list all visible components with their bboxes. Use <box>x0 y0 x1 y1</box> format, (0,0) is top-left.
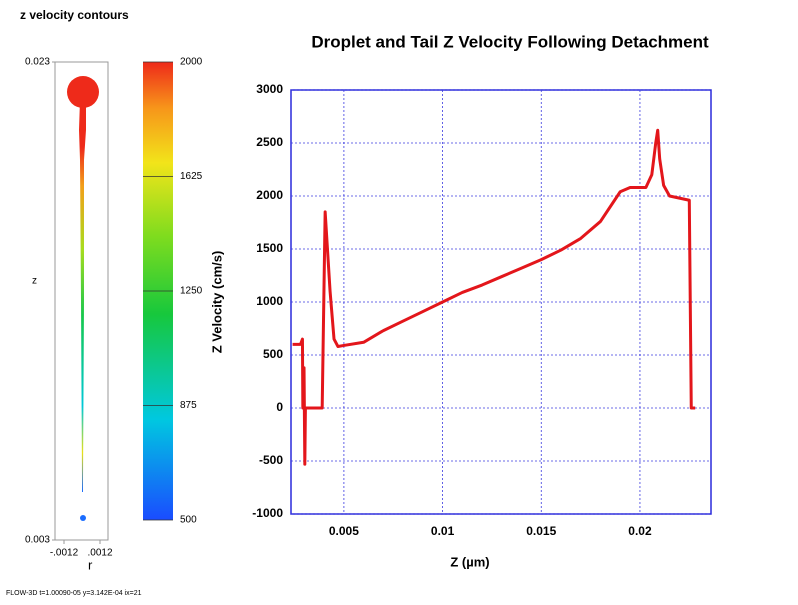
x-tick-label: 0.005 <box>329 524 359 538</box>
z-tick-label: 0.003 <box>25 535 50 546</box>
y-tick-label: 500 <box>263 347 283 361</box>
r-axis-label: r <box>88 557 93 572</box>
colorbar-tick-label: 1625 <box>180 171 203 182</box>
y-axis-label: Z Velocity (cm/s) <box>209 251 224 354</box>
droplet <box>67 76 99 108</box>
colorbar-tick-label: 2000 <box>180 57 203 68</box>
x-tick-label: 0.015 <box>526 524 556 538</box>
z-axis-label: z <box>32 276 37 287</box>
y-tick-label: 2000 <box>256 188 283 202</box>
footer: FLOW-3D t=1.00090-05 y=3.142E-04 ix=21 <box>6 590 142 597</box>
satellite <box>80 515 86 521</box>
y-tick-label: -500 <box>259 453 283 467</box>
tail <box>79 100 86 492</box>
y-tick-label: 3000 <box>256 82 283 96</box>
panel-title: z velocity contours <box>20 8 129 22</box>
x-tick-label: 0.01 <box>431 524 455 538</box>
colorbar-tick-label: 500 <box>180 515 197 526</box>
chart-title: Droplet and Tail Z Velocity Following De… <box>311 32 709 51</box>
r-tick-label: .0012 <box>87 548 112 559</box>
colorbar-tick-label: 1250 <box>180 286 203 297</box>
y-tick-label: 1500 <box>256 241 283 255</box>
z-tick-label: 0.023 <box>25 57 50 68</box>
y-tick-label: 1000 <box>256 294 283 308</box>
colorbar-tick-label: 875 <box>180 400 197 411</box>
x-tick-label: 0.02 <box>628 524 652 538</box>
domain-frame <box>54 61 109 541</box>
y-tick-label: 0 <box>276 400 283 414</box>
r-tick-label: -.0012 <box>50 548 79 559</box>
y-tick-label: 2500 <box>256 135 283 149</box>
data-line <box>292 128 696 466</box>
y-tick-label: -1000 <box>252 506 283 520</box>
x-axis-label: Z (µm) <box>450 554 489 569</box>
